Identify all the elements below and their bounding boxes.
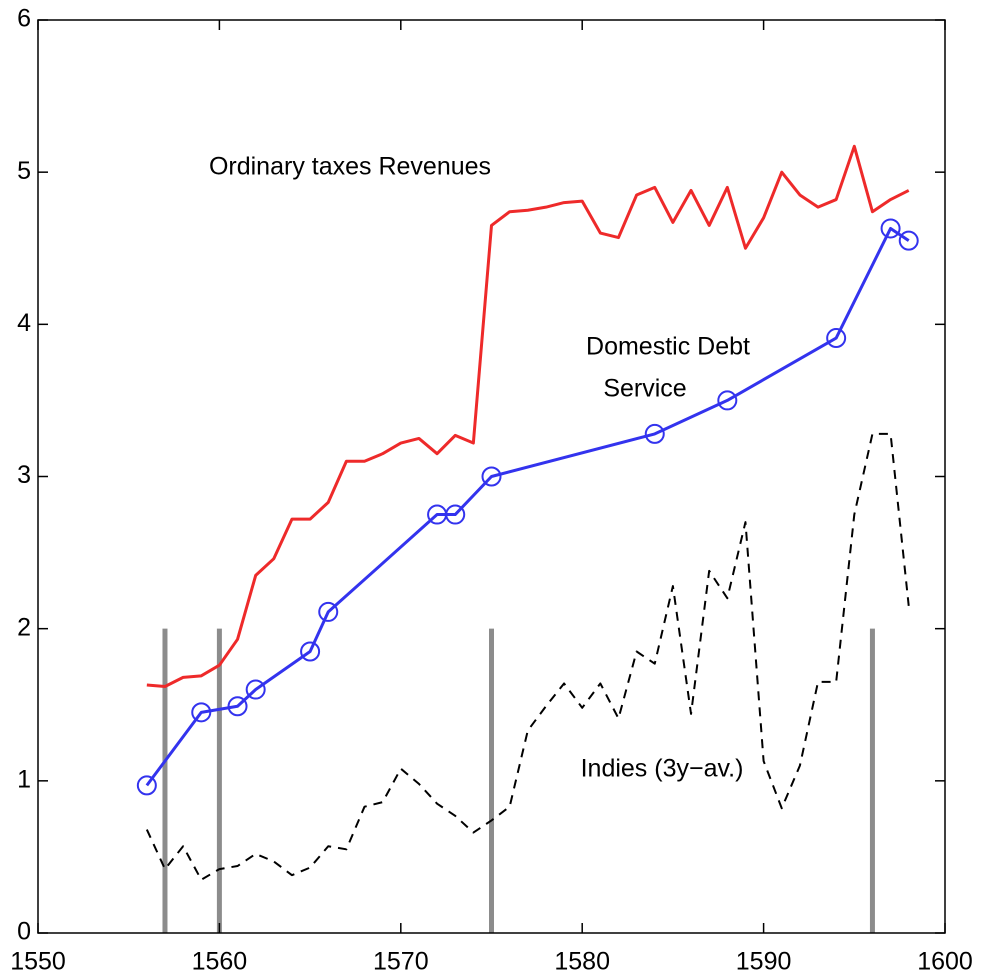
annotation: Indies (3y−av.) [581,755,744,783]
data-point [880,218,901,239]
y-tick-label: 0 [17,918,31,946]
data-point [644,423,665,444]
y-tick-label: 4 [17,309,31,337]
data-point [300,641,321,662]
x-tick-label: 1550 [10,948,66,976]
y-tick-label: 6 [17,5,31,33]
series-line [145,432,910,881]
x-tick-label: 1560 [192,948,248,976]
data-point [191,702,212,723]
annotation: Domestic Debt [586,333,750,361]
annotation: Service [603,375,686,403]
data-point [481,466,502,487]
data-point [245,679,266,700]
data-point [445,504,466,525]
x-tick-label: 1580 [554,948,610,976]
y-tick-label: 2 [17,613,31,641]
data-point [136,775,157,796]
x-tick-label: 1600 [917,948,973,976]
x-tick-label: 1570 [373,948,429,976]
y-tick-label: 3 [17,461,31,489]
y-tick-label: 5 [17,157,31,185]
annotation: Ordinary taxes Revenues [209,153,491,181]
data-point [227,696,248,717]
series-line [145,226,910,787]
data-point [898,230,919,251]
x-tick-label: 1590 [736,948,792,976]
series-line [146,144,910,688]
data-point [717,390,738,411]
y-tick-label: 1 [17,765,31,793]
data-point [318,601,339,622]
data-point [826,328,847,349]
